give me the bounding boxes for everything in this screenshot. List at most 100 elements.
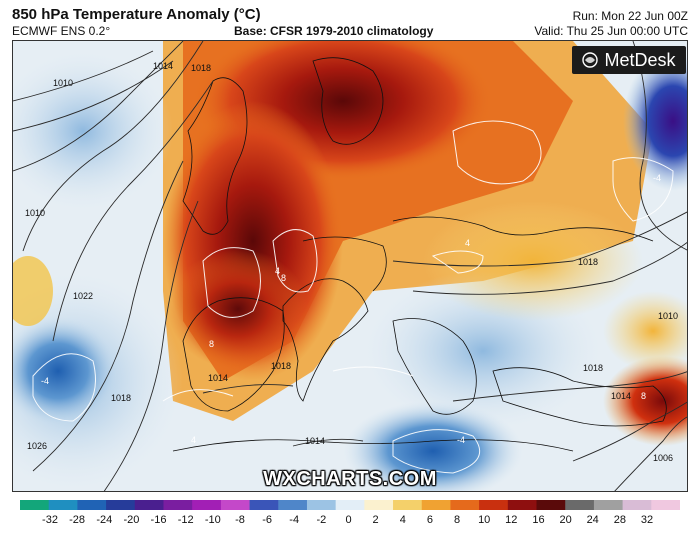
colorbar-tick-label: 6 <box>426 514 433 526</box>
hot-core-southeast <box>603 356 687 446</box>
anomaly-label: 4 <box>275 266 280 276</box>
colorbar-segment <box>335 500 365 510</box>
anomaly-label: 4 <box>465 238 470 248</box>
colorbar-tick-label: 0 <box>345 514 352 526</box>
isobar-label: 1006 <box>653 453 673 463</box>
colorbar-segment <box>651 500 680 510</box>
colorbar-tick-label: 2 <box>372 514 379 526</box>
isobar-label: 1014 <box>611 391 631 401</box>
warm-eastern-europe <box>423 201 643 321</box>
colorbar-segment <box>48 500 78 510</box>
colorbar-tick-label: 8 <box>453 514 461 526</box>
balkans-coast <box>392 318 477 415</box>
anomaly-label: -4 <box>653 173 661 183</box>
isobar-label: 1014 <box>208 373 228 383</box>
warm-patch-west <box>13 256 53 326</box>
isobar-label-group: 1010 1014 1018 1010 1022 1026 1018 1014 … <box>25 61 678 463</box>
cold-core-northeast <box>623 51 687 191</box>
colorbar-tick-label: -24 <box>96 514 113 526</box>
map-canvas: 1010 1014 1018 1010 1022 1026 1018 1014 … <box>13 41 687 491</box>
climatology-base-label: Base: CFSR 1979-2010 climatology <box>234 24 434 38</box>
metdesk-logo: MetDesk <box>572 46 686 74</box>
colorbar-segment <box>565 500 595 510</box>
wxcharts-watermark: WXCHARTS.COM <box>263 468 437 490</box>
colorbar-segment <box>20 500 50 510</box>
colorbar-tick-label: -2 <box>316 514 327 526</box>
border-line-east <box>392 216 654 242</box>
valid-time-label: Valid: Thu 25 Jun 00:00 UTC <box>534 24 688 38</box>
colorbar-segment <box>593 500 624 510</box>
colorbar-segment <box>249 500 279 510</box>
warm-patch-east <box>603 291 687 371</box>
colorbar-tick-label: 28 <box>613 514 627 526</box>
isobar-label: 1014 <box>305 436 325 446</box>
anomaly-label: 8 <box>209 339 214 349</box>
colorbar-tick-label: -4 <box>289 514 300 526</box>
metdesk-logo-icon <box>582 52 599 68</box>
iberia-coast <box>182 297 285 412</box>
isobar-label: 1014 <box>153 61 173 71</box>
anomaly-label: 4 <box>191 435 196 445</box>
colorbar <box>20 500 680 510</box>
colorbar-max-arrow <box>672 500 680 510</box>
turkey-coast <box>492 367 667 427</box>
colorbar-tick-label: 4 <box>399 514 406 526</box>
colorbar-tick-label: -8 <box>235 514 245 526</box>
colorbar-tick-label: -28 <box>69 514 86 526</box>
isobar-label: 1018 <box>111 393 131 403</box>
colorbar-segment <box>106 500 136 510</box>
anomaly-label-group: 4 8 8 4 -4 4 -4 8 -4 <box>41 173 661 445</box>
anomaly-map: 1010 1014 1018 1010 1022 1026 1018 1014 … <box>12 40 688 492</box>
isobars <box>13 41 687 491</box>
colorbar-tick-label: 20 <box>559 514 572 526</box>
british-isles-coast <box>182 77 248 235</box>
colorbar-tick-label: -6 <box>262 514 272 526</box>
colorbar-tick-label: -12 <box>177 514 194 526</box>
model-label: ECMWF ENS 0.2° <box>12 24 111 38</box>
colorbar-segment <box>450 500 480 510</box>
scandinavia-coast <box>312 57 384 145</box>
colorbar-segment <box>479 500 509 510</box>
colorbar-segment <box>364 500 394 510</box>
isobar-label: 1010 <box>25 208 45 218</box>
colorbar-segment <box>393 500 423 510</box>
colorbar-segment <box>421 500 451 510</box>
colorbar-segment <box>278 500 308 510</box>
isobar-label: 1018 <box>583 363 603 373</box>
cold-mediterranean <box>343 401 523 491</box>
colorbar-segment <box>163 500 193 510</box>
isobar-label: 1018 <box>271 361 291 371</box>
chart-header: 850 hPa Temperature Anomaly (°C) ECMWF E… <box>0 0 700 40</box>
colorbar-tick-label: 12 <box>505 514 518 526</box>
hot-core-iberia <box>168 249 308 369</box>
colorbar-segment <box>306 500 337 510</box>
colorbar-tick-label: 24 <box>586 514 599 526</box>
anomaly-label: -4 <box>457 435 465 445</box>
colorbar-segment <box>192 500 222 510</box>
isobar-label: 1010 <box>658 311 678 321</box>
colorbar-tick-label: -32 <box>42 514 58 526</box>
colorbar-tick-label: 32 <box>640 514 654 526</box>
colorbar-min-arrow <box>20 500 28 510</box>
colorbar-tick-label: 16 <box>532 514 545 526</box>
anomaly-label: 8 <box>281 273 286 283</box>
colorbar-tick-label: -10 <box>204 514 221 526</box>
colorbar-tick-label: -20 <box>123 514 140 526</box>
italy-france-coast <box>282 278 369 402</box>
chart-title: 850 hPa Temperature Anomaly (°C) <box>12 6 261 23</box>
colorbar-labels: -32 -28 -24 -20 -16 -12 -10 -8 -6 -4 -2 0 2 4 6 8 10 12 16… <box>0 514 700 530</box>
coastlines <box>172 57 667 452</box>
colorbar-tick-label: 10 <box>478 514 491 526</box>
colorbar-segment <box>622 500 652 510</box>
anomaly-label: -4 <box>41 376 49 386</box>
anomaly-label: 8 <box>641 391 646 401</box>
north-africa-coast <box>172 439 574 452</box>
colorbar-tick-label: -16 <box>150 514 167 526</box>
colorbar-segment <box>220 500 251 510</box>
isobar-label: 1018 <box>578 257 598 267</box>
border-line-central <box>302 236 387 292</box>
colorbar-segment <box>77 500 107 510</box>
colorbar-segment <box>507 500 538 510</box>
run-time-label: Run: Mon 22 Jun 00Z <box>572 9 688 23</box>
metdesk-logo-text: MetDesk <box>604 49 676 70</box>
